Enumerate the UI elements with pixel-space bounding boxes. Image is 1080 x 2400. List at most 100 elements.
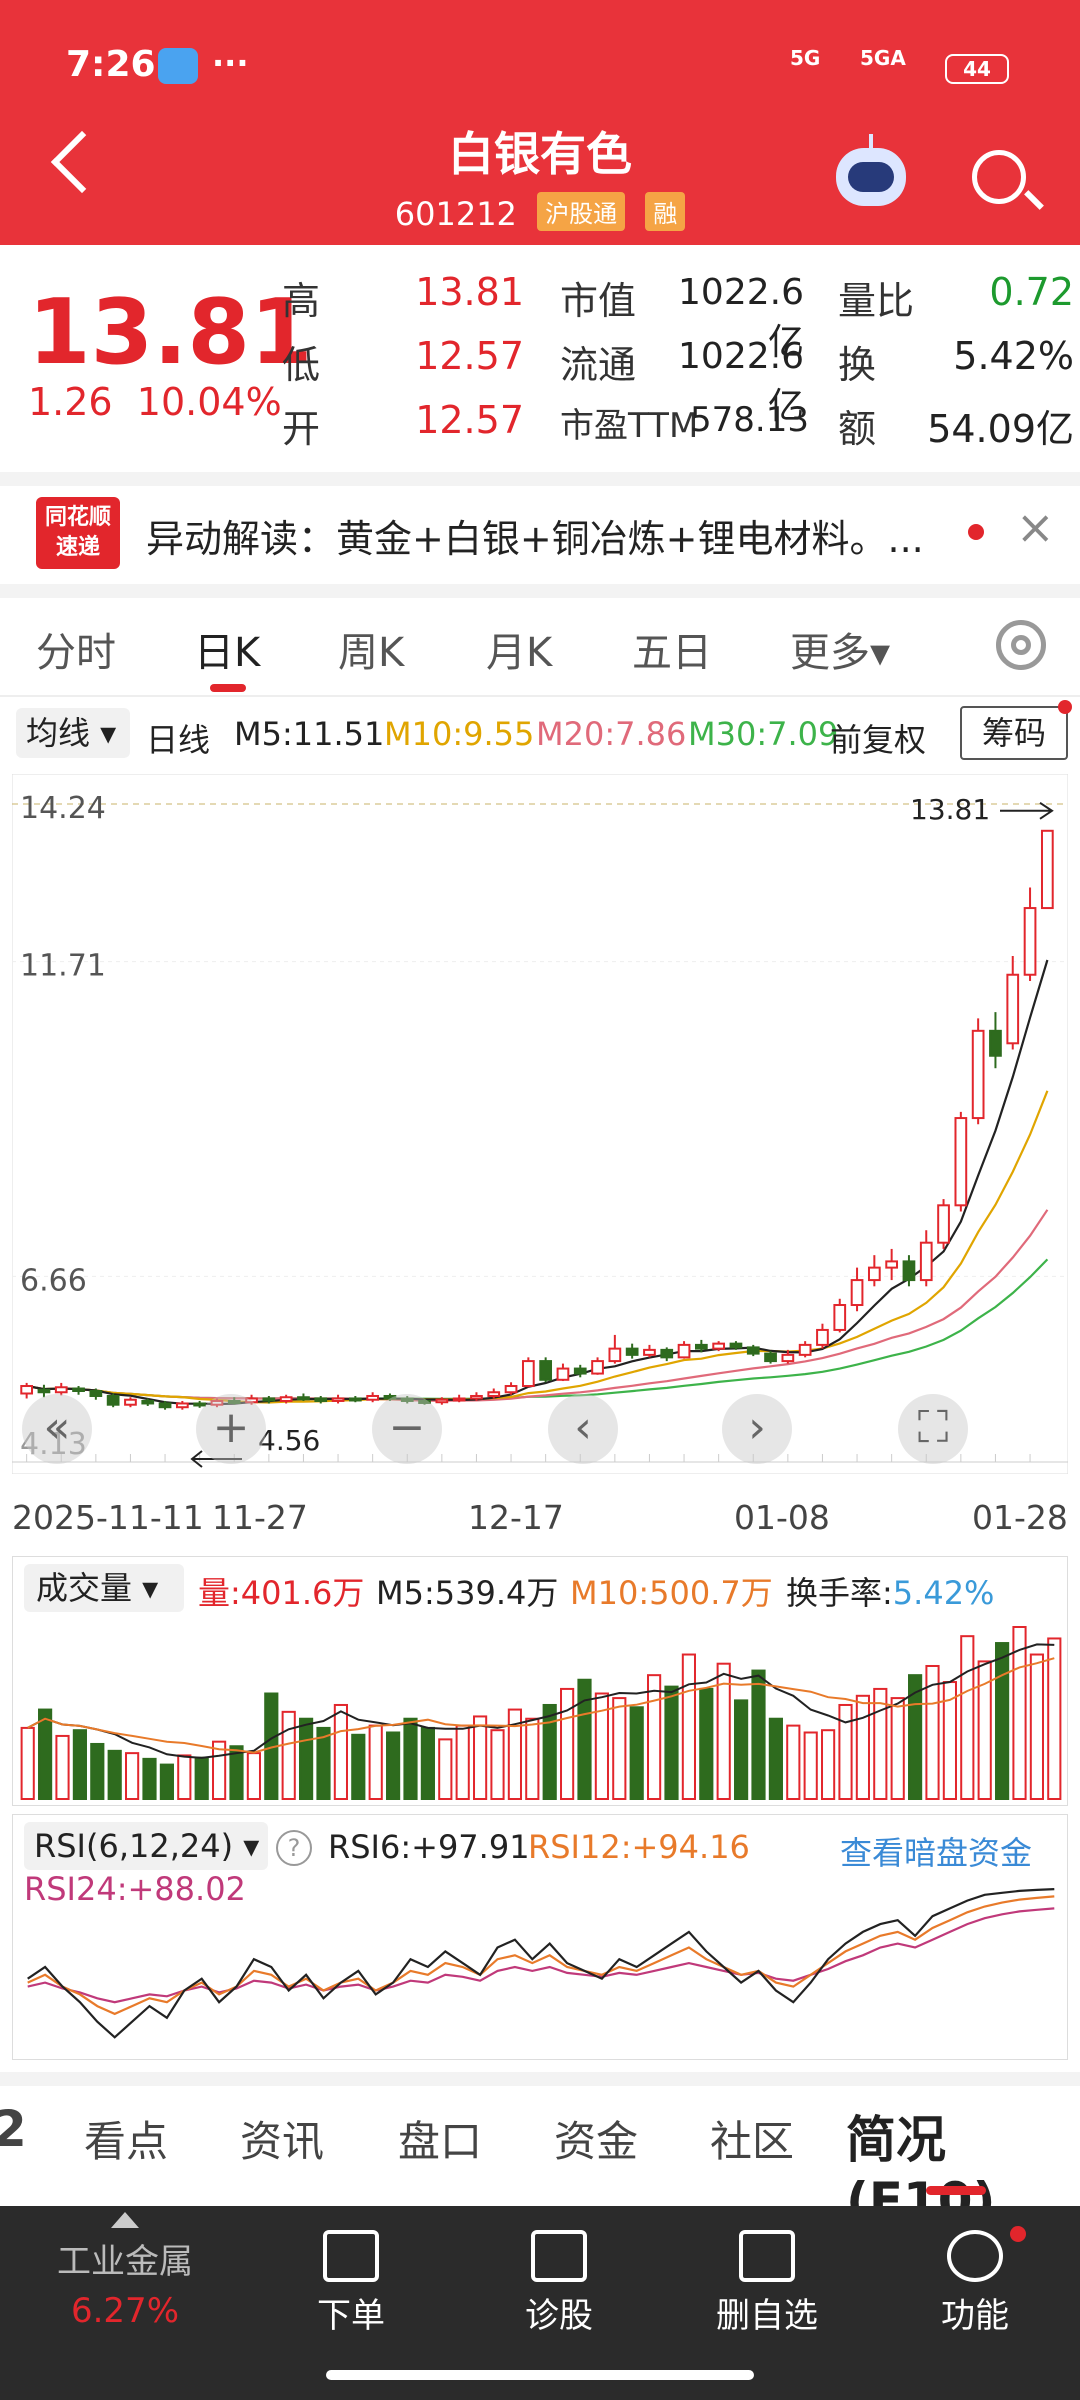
tab-monthly-k[interactable]: 月K [486,630,553,676]
candle-body [348,1397,362,1402]
candle-body [89,1390,103,1397]
change-abs: 1.26 [28,380,113,424]
industry-sector-button[interactable]: 工业金属 6.27% [40,2206,210,2331]
candle-body [1006,973,1020,1045]
volume-bar [386,1731,401,1800]
candle-body [470,1394,483,1400]
tab-daily-k[interactable]: 日K [194,630,261,676]
zoom-out-icon[interactable]: − [372,1394,442,1464]
rsi24-value: RSI24:+88.02 [24,1870,246,1908]
candle-body [573,1367,587,1375]
volume-value: 量:401.6万 [198,1574,365,1612]
close-icon[interactable]: × [1016,500,1055,554]
candle-body [193,1402,207,1407]
low-label: 低 [282,343,321,387]
candle-body [227,1399,241,1404]
open-label: 开 [282,407,321,451]
candle-body [937,1204,950,1244]
volume-bar [38,1708,53,1800]
home-indicator[interactable] [326,2370,754,2380]
volume-bar [925,1664,940,1800]
section-divider [0,584,1080,598]
candle-body [262,1397,276,1402]
volume-bar [281,1710,296,1800]
scroll-right-icon[interactable]: › [722,1394,792,1464]
tab-funds[interactable]: 资金 [554,2117,639,2166]
y-axis-label: 6.66 [20,1263,87,1298]
volume-bar [995,1642,1010,1801]
amount-value: 54.09亿 [927,407,1074,451]
adjust-label[interactable]: 前复权 [830,721,927,759]
volume-bar [803,1731,818,1800]
kline-chart[interactable]: 14.24 11.71 6.66 4.13 13.81 4.56 [12,774,1068,1474]
volume-bar [873,1687,888,1800]
tab-partial[interactable]: 2 [0,2100,27,2158]
mktcap-value: 1022.6亿 [678,272,804,363]
volume-bar [681,1653,696,1800]
change-pct: 10.04% [136,380,282,424]
tab-community[interactable]: 社区 [710,2117,795,2166]
volume-panel[interactable] [12,1556,1068,1806]
tab-more[interactable]: 更多▾ [790,630,891,676]
order-button[interactable]: 下单 [276,2230,426,2337]
candle-body [383,1394,397,1400]
scroll-left-fast-icon[interactable]: « [22,1394,92,1464]
search-icon[interactable] [972,150,1026,204]
y-axis-label: 11.71 [20,949,106,984]
robot-assistant-icon[interactable] [836,134,906,206]
unread-dot [1010,2226,1026,2242]
order-label: 下单 [317,2296,385,2336]
remove-watchlist-button[interactable]: 删自选 [692,2230,842,2337]
help-icon[interactable]: ? [276,1830,312,1866]
volume-bar [438,1738,453,1801]
zoom-in-icon[interactable]: + [196,1394,266,1464]
tab-highlights[interactable]: 看点 [84,2117,169,2166]
turnover-rate-prefix: 换手率: [786,1574,893,1612]
tab-order-book[interactable]: 盘口 [398,2117,483,2166]
indicator-select[interactable]: 均线 ▾ [16,708,130,758]
candle-body [591,1360,604,1375]
high-label: 高 [282,279,321,323]
volume-bar [594,1692,609,1800]
volume-bar [107,1749,122,1800]
ma20-label: M20:7.86 [536,715,687,753]
volume-bar [612,1697,627,1801]
volume-bar [1012,1626,1027,1800]
rsi-indicator-select[interactable]: RSI(6,12,24) ▾ [24,1822,268,1870]
signal-5g-icon: 5G [790,46,821,70]
pe-value: 578.13 [690,400,809,440]
volume-indicator-select[interactable]: 成交量 ▾ [24,1564,184,1612]
volume-bar [368,1724,383,1800]
period-type-label: 日线 [146,721,211,759]
diagnose-button[interactable]: 诊股 [484,2230,634,2337]
scroll-left-icon[interactable]: ‹ [548,1394,618,1464]
chart-settings-icon[interactable] [996,620,1046,670]
function-button[interactable]: 功能 [900,2230,1050,2337]
turnover-rate-label: 换手率:5.42% [786,1568,994,1614]
volume-bar [72,1729,87,1800]
chip-distribution-button[interactable]: 筹码 [960,706,1068,760]
status-more-dots: ··· [212,44,249,82]
last-price: 13.81 [28,280,313,385]
rsi-panel[interactable] [12,1814,1068,2060]
tab-news[interactable]: 资讯 [240,2117,325,2166]
volume-bar [838,1703,853,1800]
candle-body [971,1029,985,1120]
fullscreen-icon[interactable]: ⛶ [898,1394,968,1464]
volume-ma5: M5:539.4万 [376,1574,559,1612]
dark-pool-link[interactable]: 查看暗盘资金 [840,1834,1033,1872]
volume-bar [716,1662,731,1801]
volume-bar [246,1752,261,1800]
volume-bar [699,1687,714,1800]
tab-five-day[interactable]: 五日 [632,630,712,676]
tab-intraday[interactable]: 分时 [36,630,116,676]
alert-text[interactable]: 异动解读：黄金+白银+铜冶炼+锂电材料。... [146,517,924,561]
candle-body [54,1386,68,1394]
volume-bar [142,1757,157,1801]
candle-body [989,1029,1002,1057]
rsi12-line [27,1895,1055,2016]
candle-body [712,1342,726,1350]
candle-body [833,1304,847,1331]
tab-weekly-k[interactable]: 周K [338,630,405,676]
